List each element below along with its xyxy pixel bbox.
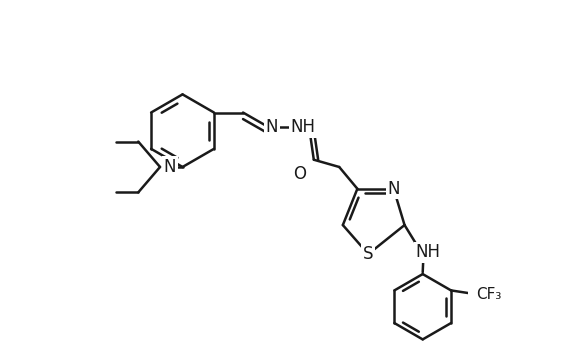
- Text: CF₃: CF₃: [476, 286, 501, 302]
- Text: NH: NH: [416, 243, 440, 261]
- Text: N: N: [164, 158, 176, 176]
- Text: NH: NH: [291, 118, 315, 136]
- Text: N: N: [387, 180, 400, 198]
- Text: S: S: [363, 245, 374, 263]
- Text: N: N: [266, 118, 279, 136]
- Text: O: O: [293, 165, 306, 183]
